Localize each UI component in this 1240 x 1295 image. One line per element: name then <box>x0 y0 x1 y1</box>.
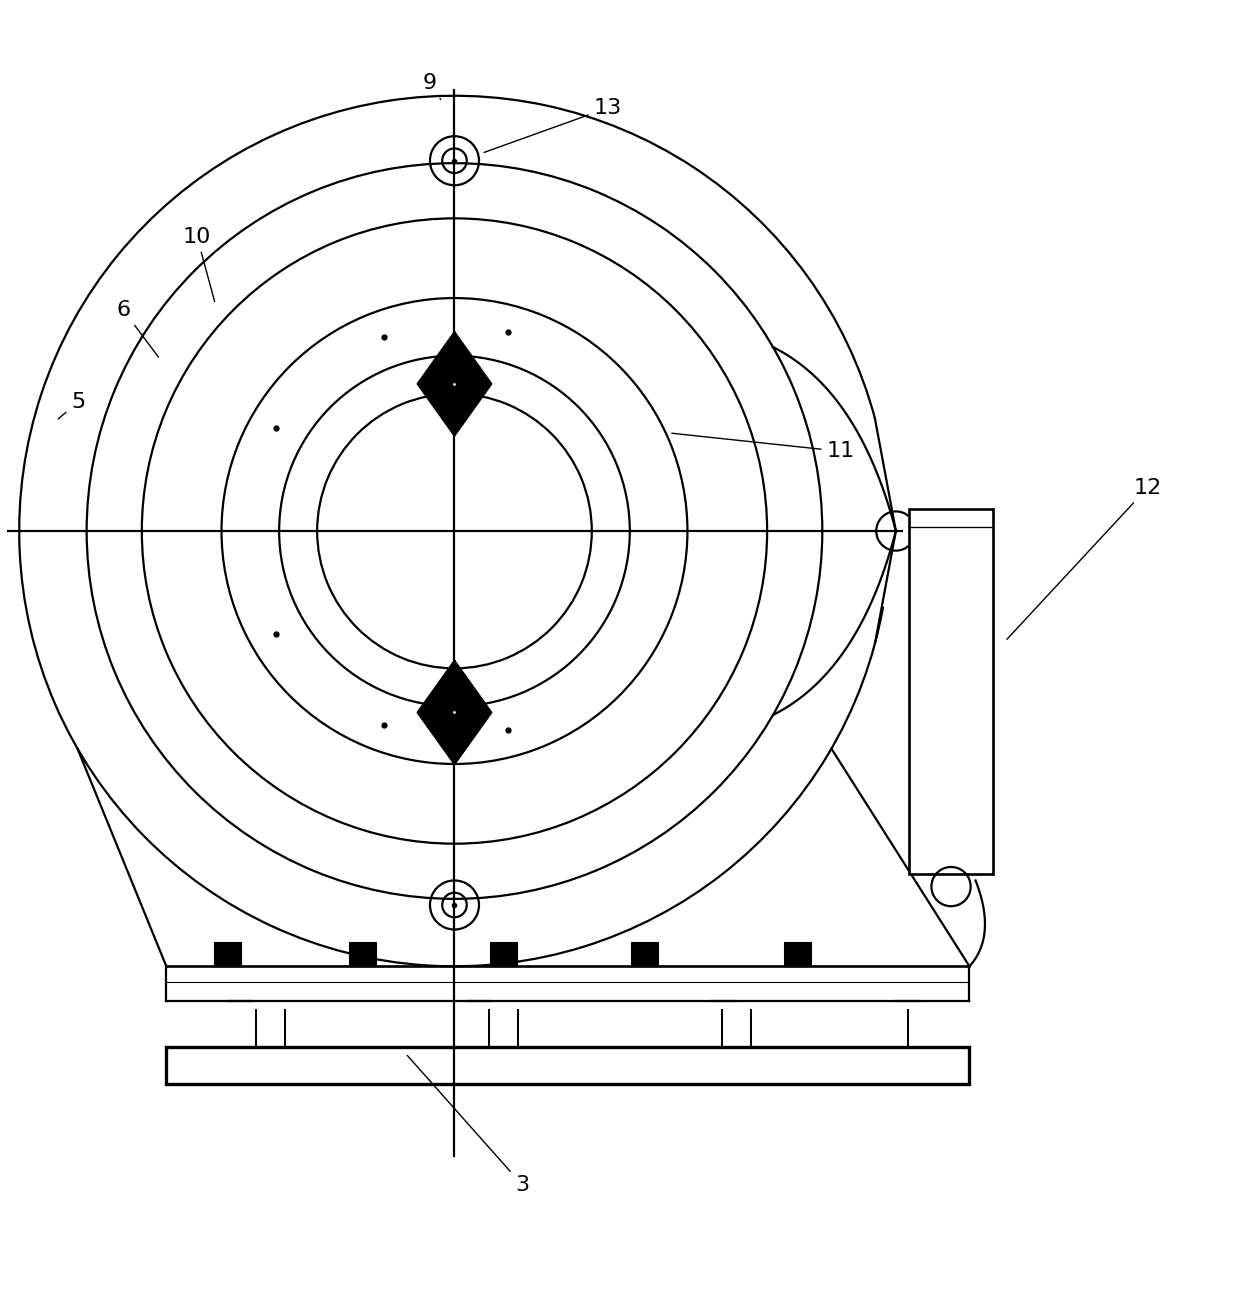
Text: 10: 10 <box>182 227 215 302</box>
Text: 5: 5 <box>58 392 86 418</box>
Text: 6: 6 <box>117 300 159 357</box>
Text: 11: 11 <box>672 434 854 461</box>
Bar <box>215 941 241 966</box>
Bar <box>631 941 658 966</box>
Text: 3: 3 <box>407 1055 529 1194</box>
Bar <box>490 941 517 966</box>
Bar <box>909 509 993 874</box>
Polygon shape <box>418 333 491 435</box>
Text: 12: 12 <box>1007 478 1162 640</box>
Bar <box>166 1048 970 1084</box>
Text: 13: 13 <box>484 98 622 153</box>
Bar <box>348 941 376 966</box>
Text: 9: 9 <box>423 74 440 100</box>
Polygon shape <box>418 660 491 764</box>
Bar <box>784 941 811 966</box>
